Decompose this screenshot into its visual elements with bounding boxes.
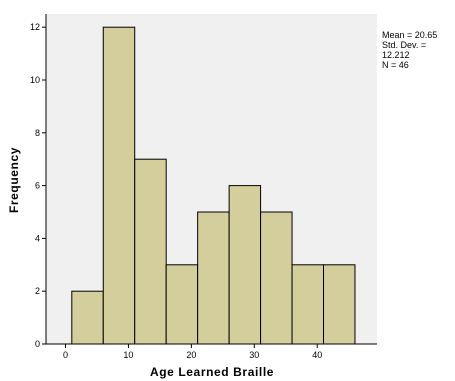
x-tick-label: 20 bbox=[186, 350, 196, 360]
y-tick-label: 8 bbox=[35, 128, 40, 138]
y-tick-label: 12 bbox=[30, 22, 40, 32]
stats-n: N = 46 bbox=[382, 60, 409, 70]
y-tick-label: 10 bbox=[30, 75, 40, 85]
y-tick-label: 0 bbox=[35, 339, 40, 349]
y-tick-label: 4 bbox=[35, 233, 40, 243]
histogram-bar-6 bbox=[228, 185, 262, 345]
histogram-bar-7 bbox=[260, 211, 293, 345]
histogram-bar-3 bbox=[134, 158, 167, 345]
histogram-bar-2 bbox=[102, 26, 136, 345]
x-axis: 0 10 20 30 40 bbox=[46, 343, 377, 360]
y-axis-title: Frequency bbox=[7, 147, 21, 213]
histogram-bar-1 bbox=[71, 290, 104, 345]
stats-mean: Mean = 20.65 bbox=[382, 30, 438, 40]
y-tick-label: 2 bbox=[35, 286, 40, 296]
bars-group bbox=[71, 26, 356, 345]
y-tick-label: 6 bbox=[35, 181, 40, 191]
x-tick-label: 40 bbox=[312, 350, 322, 360]
histogram-bar-8 bbox=[291, 264, 325, 345]
x-axis-title: Age Learned Braille bbox=[150, 365, 274, 379]
x-tick-label: 10 bbox=[123, 350, 133, 360]
y-axis: 0 2 4 6 8 10 12 bbox=[30, 14, 47, 349]
x-tick-label: 30 bbox=[249, 350, 259, 360]
histogram-bar-4 bbox=[165, 264, 199, 345]
stats-box: Mean = 20.65 Std. Dev. = 12.212 N = 46 bbox=[382, 30, 455, 70]
stats-std-dev: Std. Dev. = 12.212 bbox=[382, 40, 427, 60]
histogram-bar-5 bbox=[197, 211, 230, 345]
histogram-bar-9 bbox=[323, 264, 356, 345]
x-tick-label: 0 bbox=[63, 350, 68, 360]
